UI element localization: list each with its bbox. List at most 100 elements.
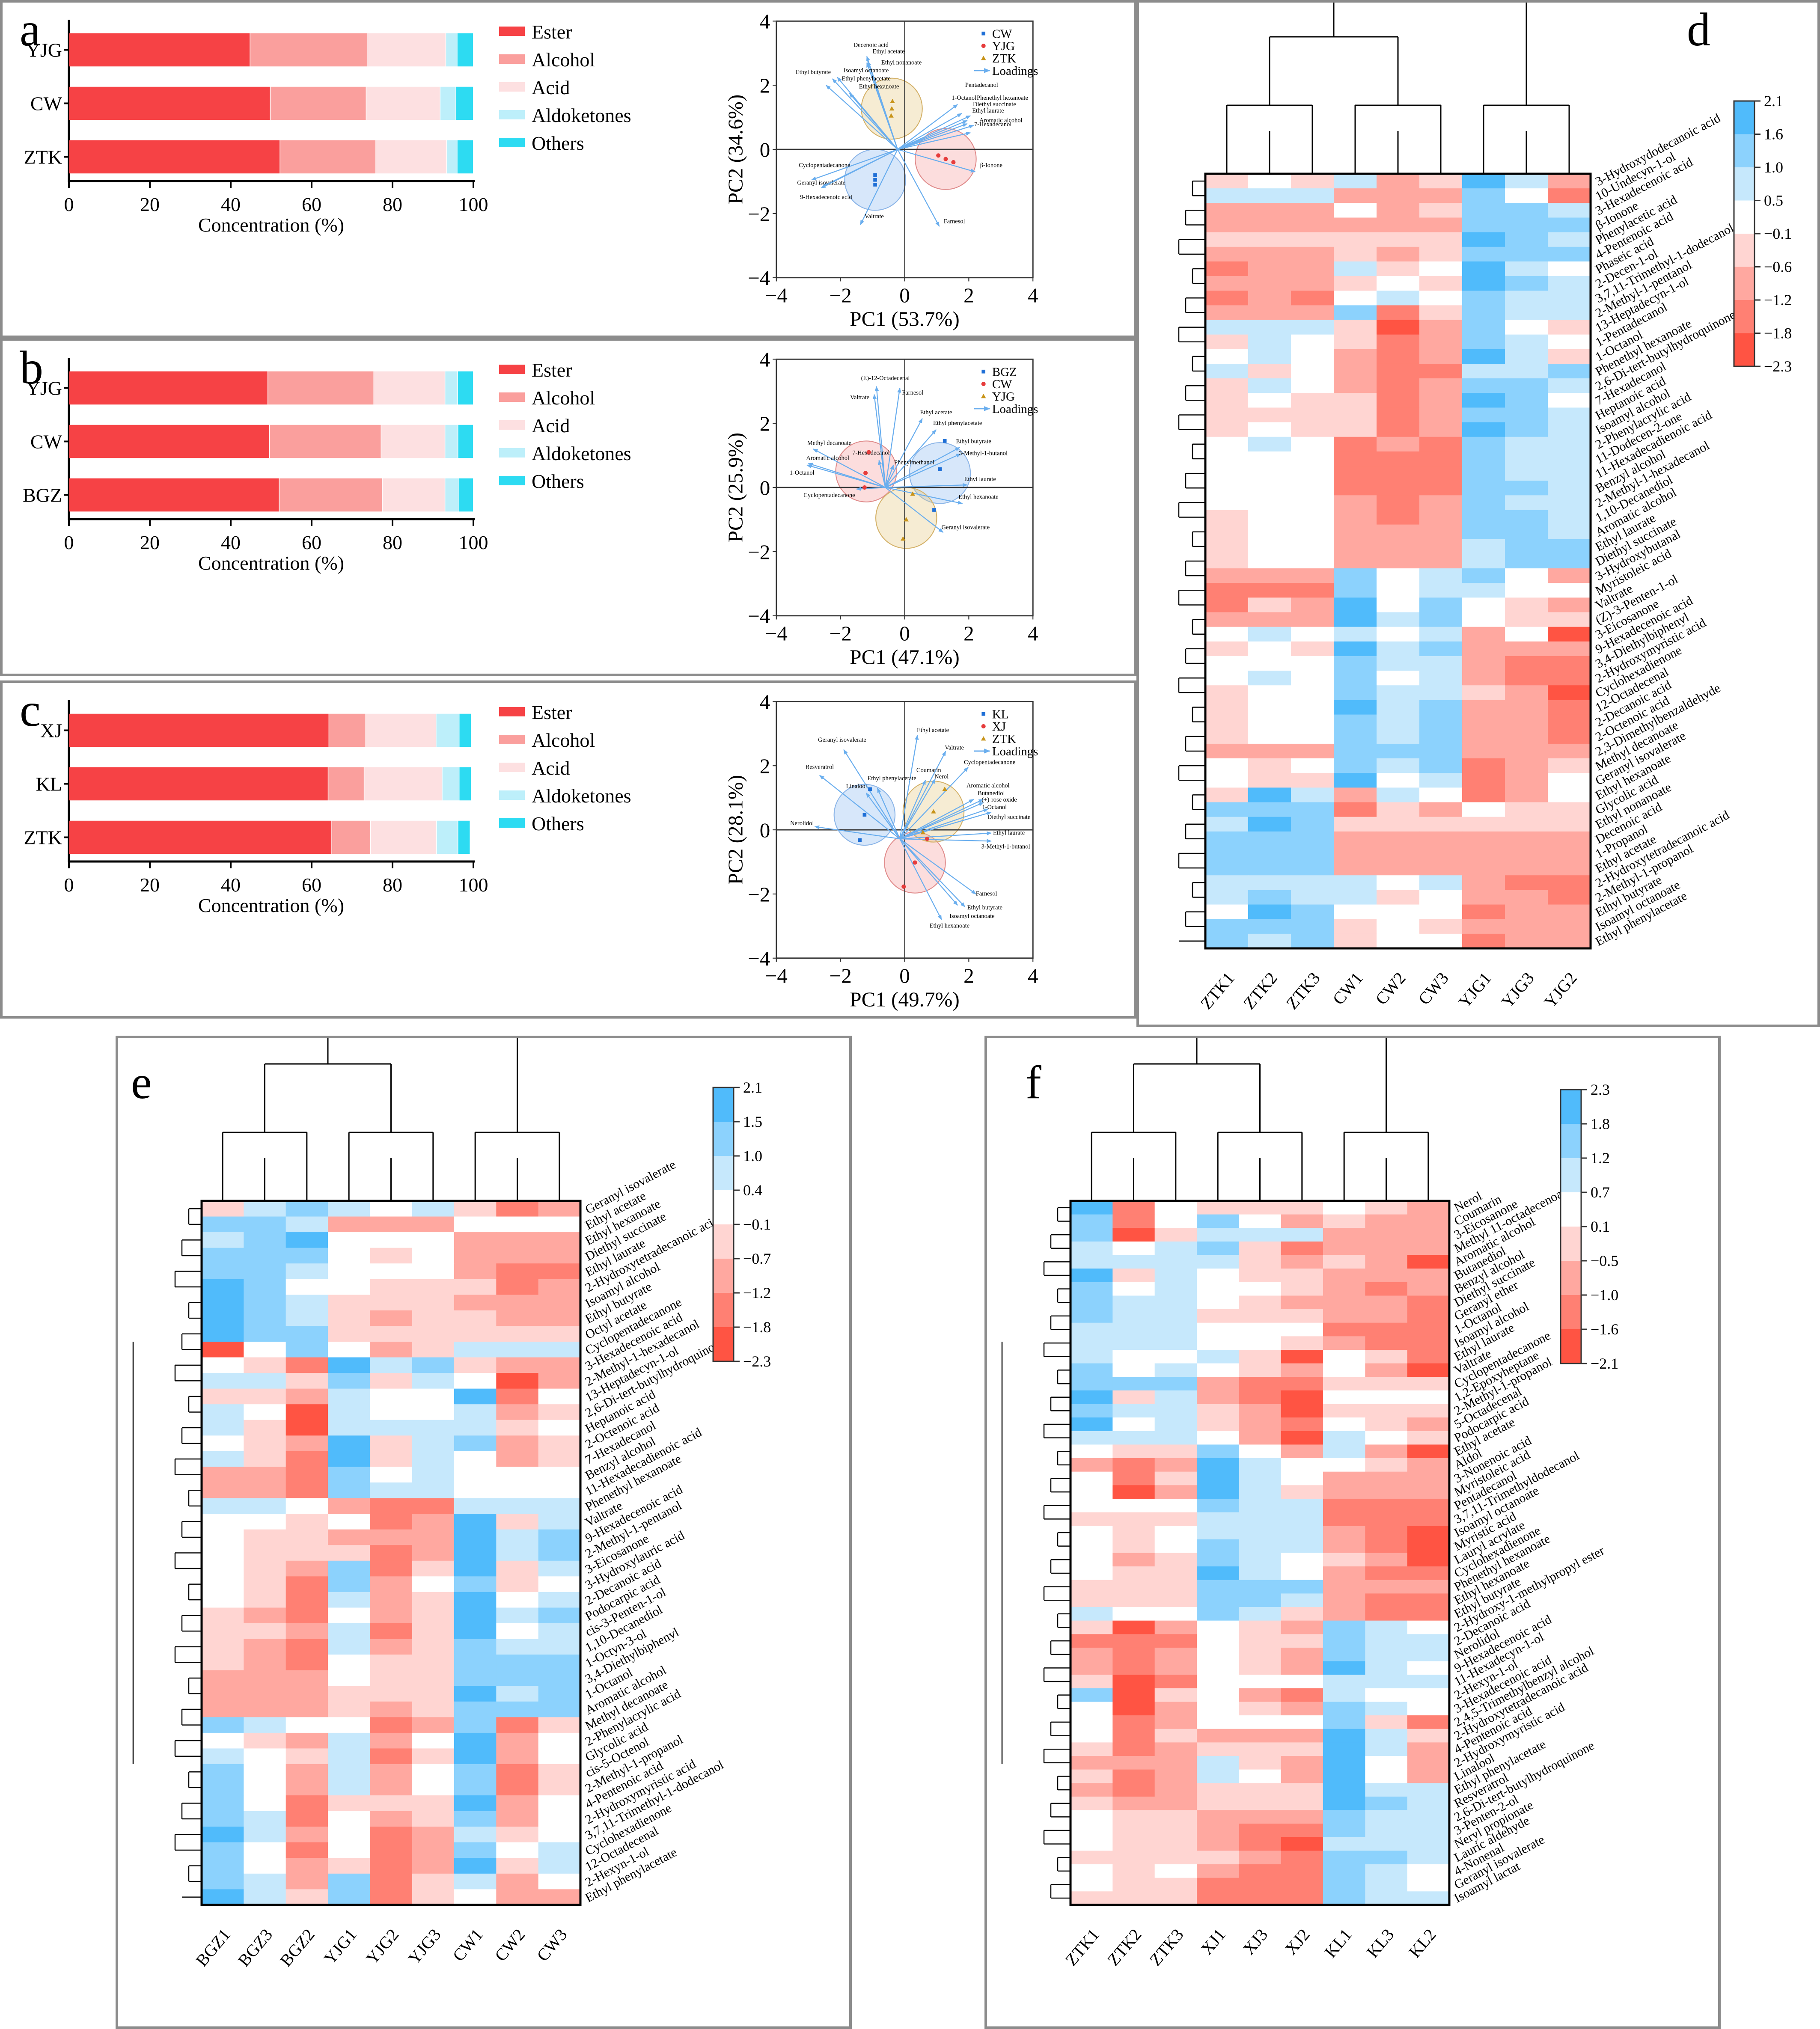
heatmap-cell — [1112, 1458, 1155, 1472]
heatmap-cell — [1462, 656, 1505, 671]
heatmap-cell — [496, 1717, 539, 1733]
heatmap-cell — [1291, 568, 1334, 583]
heatmap-cell — [1205, 597, 1249, 613]
heatmap-cell — [1239, 1268, 1282, 1283]
heatmap-cell — [1419, 261, 1463, 276]
heatmap-cell — [1154, 1837, 1197, 1851]
heatmap-cell — [1248, 276, 1291, 291]
heatmap-cell — [1462, 553, 1505, 569]
heatmap-cell — [1197, 1688, 1239, 1702]
colorbar-tick-label: −1.8 — [743, 1319, 771, 1336]
loading-arrow — [878, 460, 886, 488]
legend-label-acid: Acid — [532, 77, 570, 98]
heatmap-cell — [1407, 1390, 1450, 1405]
colorbar-segment — [1734, 101, 1755, 134]
bar-segment-acid — [364, 767, 442, 801]
heatmap-cell — [496, 1623, 539, 1640]
colorbar-tick-label: 0.5 — [1764, 192, 1783, 209]
colorbar-tick-label: 1.8 — [1591, 1115, 1610, 1132]
heatmap-cell — [1377, 334, 1420, 350]
loading-arrow — [885, 487, 963, 505]
bar-segment-ester — [69, 140, 280, 174]
heatmap-cell — [1548, 831, 1591, 847]
heatmap-cell — [1205, 553, 1249, 569]
heatmap-cell — [538, 1686, 581, 1702]
heatmap-cell — [1248, 758, 1291, 773]
heatmap-cell — [1071, 1363, 1113, 1377]
heatmap-cell — [1205, 612, 1249, 627]
heatmap-cell — [1419, 349, 1463, 364]
heatmap-cell — [328, 1623, 370, 1640]
loading-label: 7-Hexadecanol — [852, 450, 889, 457]
heatmap-cell — [328, 1732, 370, 1749]
heatmap-cell — [1334, 451, 1377, 466]
loading-arrow — [874, 386, 886, 488]
heatmap-cell — [538, 1858, 581, 1874]
heatmap-cell — [1462, 334, 1505, 350]
heatmap-cell — [454, 1670, 497, 1686]
heatmap-cell — [1505, 276, 1548, 291]
heatmap-cell — [1248, 291, 1291, 306]
heatmap-cell — [454, 1764, 497, 1780]
heatmap-cell — [412, 1467, 455, 1483]
heatmap-cell — [1505, 422, 1548, 437]
column-label: CW2 — [1371, 968, 1410, 1009]
column-label: CW3 — [1414, 968, 1452, 1009]
heatmap-cell — [370, 1357, 413, 1373]
heatmap-cell — [370, 1655, 413, 1671]
legend-label-ester: Ester — [532, 21, 572, 43]
heatmap-cell — [1407, 1824, 1450, 1838]
heatmap-cell — [1334, 919, 1377, 934]
heatmap-cell — [1334, 437, 1377, 452]
heatmap-cell — [496, 1388, 539, 1405]
heatmap-cell — [1462, 481, 1505, 496]
heatmap-cell — [1205, 305, 1249, 321]
heatmap-cell — [1462, 933, 1505, 949]
heatmap-cell — [412, 1576, 455, 1592]
heatmap-cell — [1154, 1404, 1197, 1418]
heatmap-cell — [1407, 1715, 1450, 1729]
heatmap-cell — [1281, 1512, 1323, 1526]
heatmap-cell — [1419, 685, 1463, 701]
heatmap-cell — [1197, 1444, 1239, 1459]
bar-segment-ester — [69, 86, 270, 120]
heatmap-cell — [1197, 1851, 1239, 1865]
score-point-yjg — [900, 536, 906, 541]
heatmap-cell — [454, 1388, 497, 1405]
heatmap-cell — [496, 1373, 539, 1389]
heatmap-cell — [285, 1686, 328, 1702]
heatmap-cell — [1239, 1810, 1282, 1824]
heatmap-cell — [1365, 1214, 1408, 1228]
column-label: ZTK1 — [1062, 1925, 1103, 1970]
heatmap-cell — [1248, 437, 1291, 452]
heatmap-cell — [1281, 1471, 1323, 1485]
heatmap-cell — [328, 1592, 370, 1608]
loading-arrow — [899, 838, 958, 906]
loading-label: Ethyl butyrate — [796, 69, 831, 76]
colorbar-tick-label: −0.1 — [1764, 225, 1792, 242]
loading-label: Resveratrol — [806, 764, 834, 771]
heatmap-cell — [1281, 1864, 1323, 1878]
heatmap-cell — [202, 1498, 244, 1514]
panel-a: a YJG CW ZTK 0 20 40 60 80 100 Concentration (%) E… — [0, 0, 1136, 338]
heatmap-cell — [285, 1295, 328, 1311]
loading-arrow — [900, 838, 992, 843]
bar-segment-ester — [69, 820, 332, 854]
heatmap-cell — [1377, 437, 1420, 452]
heatmap-cell — [328, 1529, 370, 1545]
heatmap-cell — [412, 1326, 455, 1342]
bar-segment-others — [459, 767, 471, 801]
heatmap-cell — [1365, 1810, 1408, 1824]
heatmap-cell — [1407, 1512, 1450, 1526]
heatmap-cell — [1197, 1877, 1239, 1892]
heatmap-cell — [1112, 1566, 1155, 1580]
heatmap-cell — [370, 1576, 413, 1592]
score-point-yjg — [951, 160, 956, 165]
heatmap-cell — [1197, 1539, 1239, 1554]
heatmap-cell — [370, 1248, 413, 1264]
heatmap-cell — [1112, 1769, 1155, 1783]
heatmap-cell — [1462, 305, 1505, 321]
heatmap-cell — [244, 1295, 286, 1311]
heatmap-cell — [1419, 305, 1463, 321]
heatmap-cell — [1505, 247, 1548, 262]
